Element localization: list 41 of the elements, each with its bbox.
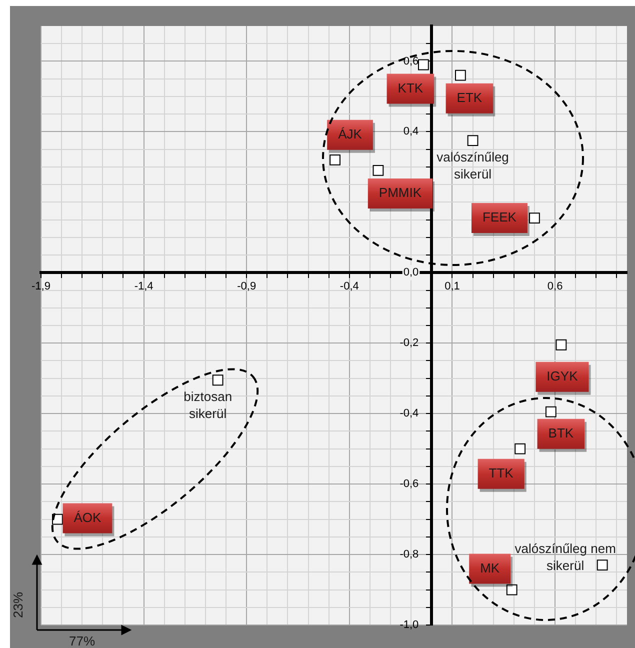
- text: 23%: [10, 592, 26, 618]
- annotation: TTK: [488, 465, 514, 480]
- point: [212, 374, 224, 386]
- point: [514, 443, 526, 454]
- y-tick-label: 0,0: [403, 266, 419, 279]
- point: [372, 165, 384, 176]
- y-tick-label: -0,8: [400, 548, 419, 561]
- annotation: BTK: [548, 425, 574, 440]
- point: [556, 339, 567, 350]
- y-tick-label: 0,4: [403, 126, 419, 138]
- point: [467, 135, 478, 146]
- point: [418, 59, 429, 70]
- annotation: valószínűleg nem sikerül: [514, 541, 616, 574]
- point: [330, 154, 340, 166]
- annotation: FEEK: [482, 210, 517, 225]
- y-tick-label: -0,2: [400, 337, 419, 350]
- y-tick-label: 0,6: [403, 55, 419, 68]
- annotation: ETK: [456, 90, 482, 105]
- y-tick-label: -0,4: [400, 408, 419, 420]
- x-tick-label: 0,1: [444, 280, 460, 292]
- x-tick-label: -0,4: [340, 280, 359, 292]
- annotation: biztosan sikerül: [184, 389, 232, 422]
- point: [545, 406, 556, 418]
- x-tick-label: -0,9: [237, 280, 256, 292]
- annotation: MK: [480, 560, 500, 576]
- point: [455, 70, 466, 81]
- point: [529, 212, 540, 224]
- annotation: PMMIK: [378, 185, 422, 200]
- x-tick-label: -1,4: [134, 280, 154, 292]
- point: [596, 560, 608, 571]
- y-tick-label: -0,6: [400, 478, 419, 490]
- x-tick-label: -1,9: [32, 280, 50, 292]
- annotation: ÁJK: [338, 126, 362, 142]
- text: 77%: [68, 634, 96, 648]
- annotation: IGYK: [546, 368, 578, 384]
- point: [506, 584, 518, 596]
- annotation: valószínűleg sikerül: [436, 150, 509, 182]
- y-tick-label: -1,0: [400, 619, 419, 632]
- annotation: ÁOK: [74, 510, 102, 525]
- annotation: KTK: [398, 80, 424, 96]
- x-tick-label: 0,6: [547, 280, 563, 292]
